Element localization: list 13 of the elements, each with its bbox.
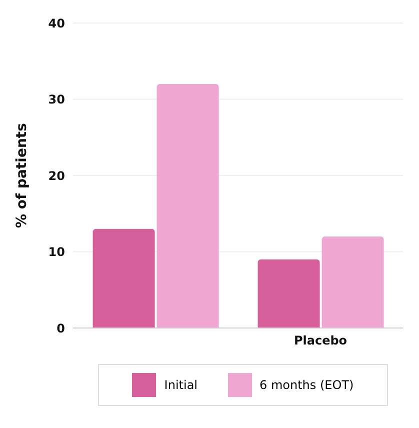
bar xyxy=(322,236,384,328)
bar xyxy=(156,84,219,328)
y-tick-label: 20 xyxy=(48,168,65,183)
y-tick-label: 30 xyxy=(48,92,65,107)
y-tick-label: 10 xyxy=(48,245,65,260)
x-tick-label: Placebo xyxy=(294,334,348,348)
bar xyxy=(92,228,155,328)
legend-label: 6 months (EOT) xyxy=(260,378,354,392)
bar xyxy=(258,259,320,328)
y-axis-title: % of patients xyxy=(14,123,30,228)
y-tick-label: 40 xyxy=(48,16,65,30)
legend-label: Initial xyxy=(164,378,198,392)
y-tick-label: 0 xyxy=(56,321,65,336)
